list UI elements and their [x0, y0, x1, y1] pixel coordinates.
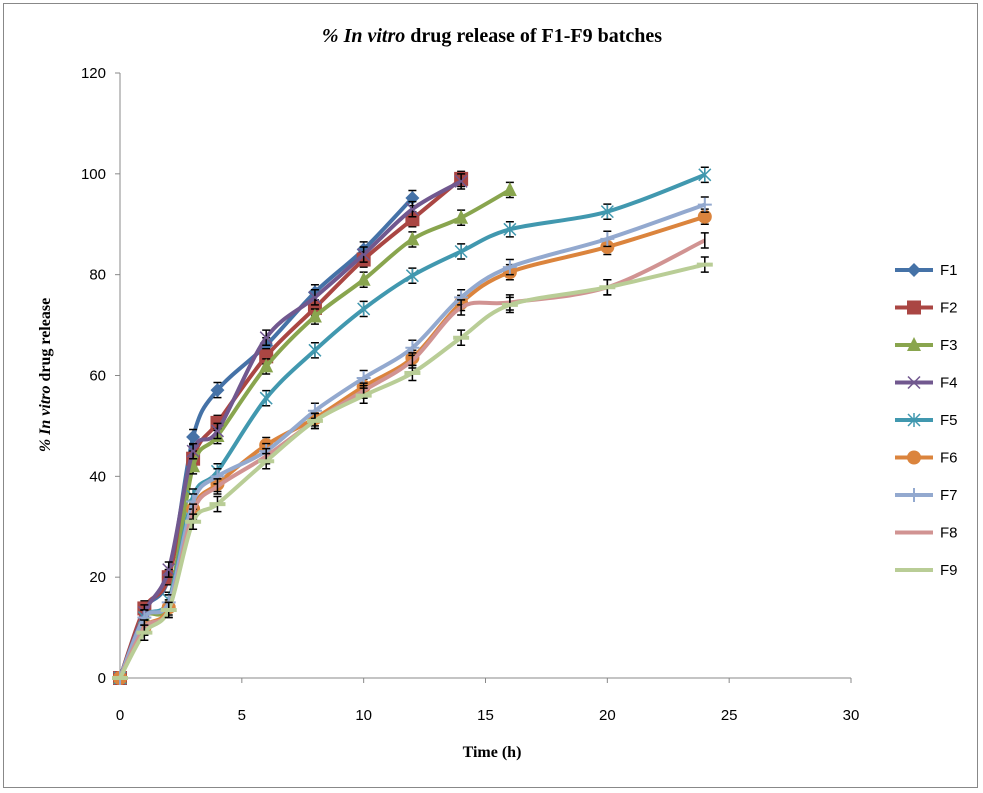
- y-tick-label: 60: [89, 368, 106, 385]
- legend-item-f7: F7: [895, 487, 958, 504]
- x-tick-label: 15: [477, 707, 494, 724]
- data-point: [503, 222, 517, 237]
- data-point: [600, 231, 615, 246]
- y-tick-label: 40: [89, 468, 106, 485]
- data-point: [210, 383, 225, 398]
- legend-item-f2: F2: [895, 300, 958, 317]
- data-point: [405, 212, 420, 227]
- legend-label: F6: [940, 450, 958, 467]
- legend-item-f4: F4: [895, 375, 958, 392]
- y-tick-label: 0: [98, 670, 106, 687]
- legend-label: F9: [940, 562, 958, 579]
- y-tick-label: 80: [89, 267, 106, 284]
- data-point: [502, 260, 517, 275]
- data-point: [698, 167, 712, 182]
- data-point: [259, 331, 273, 345]
- error-bar: [700, 232, 709, 249]
- x-tick-label: 20: [599, 707, 616, 724]
- x-tick-label: 30: [843, 707, 860, 724]
- series-f8: [118, 232, 709, 679]
- legend-item-f1: F1: [895, 262, 958, 279]
- chart-title-rest: drug release of F1-F9 batches: [405, 25, 662, 47]
- legend-marker: [907, 488, 921, 502]
- data-point: [162, 563, 176, 577]
- legend-label: F3: [940, 337, 958, 354]
- legend-marker: [907, 337, 921, 351]
- y-axis-label-italic: % In vitro: [37, 386, 54, 453]
- x-tick-label: 25: [721, 707, 738, 724]
- data-point: [697, 197, 712, 212]
- chart-frame: [3, 3, 978, 788]
- data-point: [259, 391, 273, 406]
- legend-label: F8: [940, 525, 958, 542]
- series-line-f4: [118, 179, 463, 679]
- legend-label: F5: [940, 412, 958, 429]
- series-line-f5: [118, 172, 706, 679]
- legend-marker: [907, 375, 921, 390]
- x-tick-label: 10: [355, 707, 372, 724]
- data-point: [357, 247, 371, 262]
- y-axis-label: % In vitro drug release: [37, 298, 54, 452]
- error-bar: [213, 478, 222, 495]
- data-point: [454, 174, 468, 188]
- y-tick-label: 100: [81, 166, 106, 183]
- legend-marker: [907, 450, 921, 465]
- data-point: [186, 444, 200, 458]
- legend-item-f3: F3: [895, 337, 958, 354]
- data-point: [502, 181, 517, 196]
- data-point: [454, 209, 469, 224]
- legend-label: F7: [940, 487, 958, 504]
- x-axis-label: Time (h): [463, 744, 522, 761]
- data-point: [307, 308, 322, 323]
- data-point: [357, 301, 371, 316]
- legend-marker: [907, 300, 921, 315]
- legend-label: F4: [940, 375, 958, 392]
- legend-item-f8: F8: [895, 525, 958, 542]
- legend-marker: [907, 263, 921, 277]
- data-point: [405, 231, 420, 246]
- legend-item-f5: F5: [895, 412, 958, 429]
- series-f9: [112, 256, 713, 680]
- y-tick-label: 120: [81, 65, 106, 82]
- data-point: [308, 343, 322, 358]
- legend-label: F2: [940, 300, 958, 317]
- legend-item-f9: F9: [895, 562, 958, 579]
- error-bar: [457, 299, 466, 316]
- y-axis-label-rest: drug release: [37, 298, 54, 386]
- data-point: [308, 290, 322, 304]
- series-line-f3: [118, 188, 511, 679]
- legend-item-f6: F6: [895, 450, 958, 467]
- chart-title-italic: % In vitro: [322, 25, 405, 47]
- series-line-f8: [118, 238, 706, 679]
- x-tick-label: 5: [238, 707, 246, 724]
- x-tick-label: 0: [116, 707, 124, 724]
- legend-label: F1: [940, 262, 958, 279]
- data-point: [405, 202, 419, 216]
- chart-title: % In vitro drug release of F1-F9 batches: [322, 25, 662, 47]
- series-line-f9: [118, 262, 706, 679]
- data-point: [356, 271, 371, 286]
- data-point: [697, 209, 712, 224]
- legend-marker: [907, 413, 921, 427]
- data-point: [259, 358, 274, 373]
- y-tick-label: 20: [89, 569, 106, 586]
- data-point: [210, 424, 224, 438]
- data-point: [600, 204, 614, 219]
- data-point: [454, 244, 468, 259]
- data-point: [405, 268, 419, 283]
